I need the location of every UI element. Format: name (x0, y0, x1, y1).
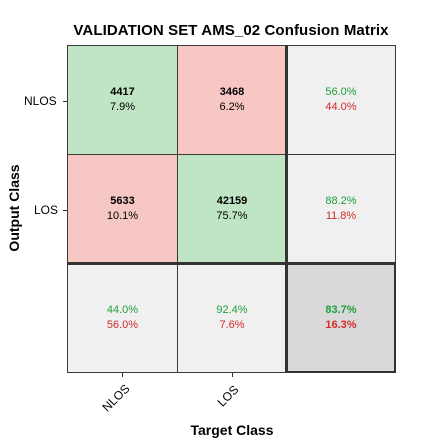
cell-percent: 6.2% (219, 101, 245, 113)
matrix-cell-los-los: 42159 75.7% (177, 154, 287, 264)
summary-col-separator (285, 45, 288, 373)
cell-percent: 75.7% (216, 210, 248, 222)
cell-count: 42159 (216, 195, 248, 207)
overall-wrong-percent: 16.3% (325, 319, 357, 331)
matrix-cell-los-nlos: 5633 10.1% (67, 154, 178, 264)
cell-count: 4417 (110, 86, 135, 98)
col-summary-nlos: 44.0% 56.0% (67, 263, 178, 373)
summary-row-separator (67, 262, 396, 265)
confusion-matrix-grid: 4417 7.9% 3468 6.2% 56.0% 44.0% 5633 10.… (67, 45, 396, 373)
cell-percent: 7.9% (109, 101, 136, 113)
col-wrong-percent: 56.0% (106, 319, 139, 331)
col-wrong-percent: 7.6% (219, 319, 245, 331)
matrix-cell-nlos-los: 3468 6.2% (177, 45, 287, 155)
row-summary-nlos: 56.0% 44.0% (286, 45, 396, 155)
overall-accuracy-cell: 83.7% 16.3% (286, 263, 396, 373)
y-tick-los (63, 210, 67, 211)
overall-correct-percent: 83.7% (325, 304, 357, 316)
col-label-nlos: NLOS (99, 381, 133, 415)
y-tick-nlos (63, 101, 67, 102)
cell-percent: 10.1% (106, 210, 139, 222)
row-correct-percent: 88.2% (325, 195, 357, 207)
matrix-cell-nlos-nlos: 4417 7.9% (67, 45, 178, 155)
col-correct-percent: 92.4% (216, 304, 248, 316)
x-axis-label: Target Class (190, 422, 274, 438)
cell-count: 3468 (219, 86, 245, 98)
chart-title: VALIDATION SET AMS_02 Confusion Matrix (73, 22, 389, 39)
col-correct-percent: 44.0% (106, 304, 139, 316)
row-label-nlos: NLOS (24, 94, 57, 108)
x-tick-los (232, 373, 233, 377)
row-wrong-percent: 11.8% (325, 210, 357, 222)
col-summary-los: 92.4% 7.6% (177, 263, 287, 373)
row-summary-los: 88.2% 11.8% (286, 154, 396, 264)
row-label-los: LOS (34, 203, 59, 217)
row-correct-percent: 56.0% (325, 86, 357, 98)
y-axis-label: Output Class (6, 164, 22, 252)
x-tick-nlos (122, 373, 123, 377)
col-label-los: LOS (214, 382, 242, 410)
row-wrong-percent: 44.0% (325, 101, 357, 113)
cell-count: 5633 (110, 195, 135, 207)
